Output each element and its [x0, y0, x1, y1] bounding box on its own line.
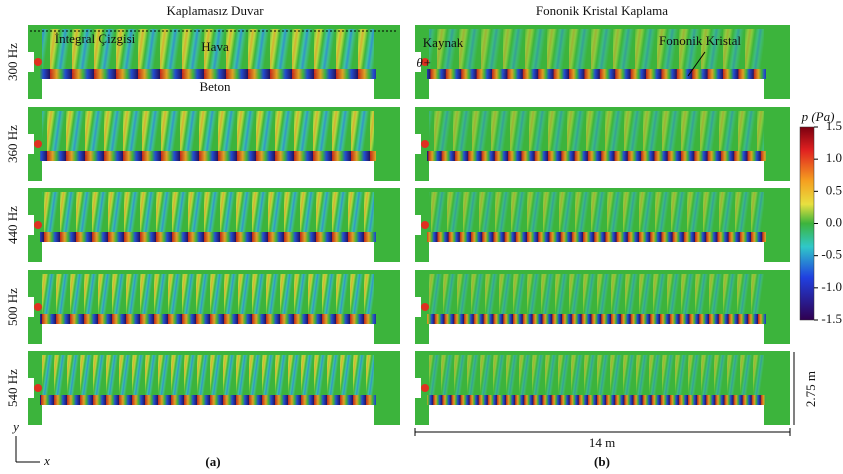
- pressure-field: [42, 274, 374, 318]
- annotation: İntegral Çizgisi: [55, 31, 136, 46]
- field-panels: [28, 25, 790, 425]
- annotation: θ+: [416, 55, 431, 70]
- annotation: Kaynak: [423, 35, 464, 50]
- colorbar-tick-label: -0.5: [821, 247, 842, 262]
- annotation: Fononik Kristal: [659, 33, 741, 48]
- panel-label: (a): [205, 454, 220, 469]
- wall-field: [427, 232, 766, 242]
- concrete-block: [42, 242, 374, 262]
- colorbar-tick-label: 0.0: [826, 214, 842, 229]
- row-label: 440 Hz: [5, 206, 20, 244]
- source-notch: [28, 297, 34, 317]
- source-notch: [28, 134, 34, 154]
- row-label: 540 Hz: [5, 369, 20, 407]
- wall-field: [40, 395, 376, 405]
- column-title: Fononik Kristal Kaplama: [536, 3, 668, 18]
- colorbar: [800, 127, 814, 320]
- dimension: 14 m: [589, 435, 615, 450]
- row-label: 300 Hz: [5, 43, 20, 81]
- source-notch: [415, 297, 421, 317]
- source-notch: [28, 378, 34, 398]
- axis-label: y: [11, 419, 19, 434]
- wall-field: [427, 395, 766, 405]
- wall-field: [40, 314, 376, 324]
- concrete-block: [429, 161, 764, 181]
- wall-field: [40, 232, 376, 242]
- pressure-field: [42, 111, 374, 155]
- dimension: 2.75 m: [803, 371, 818, 407]
- source: [34, 384, 42, 392]
- source: [34, 221, 42, 229]
- wall-field: [40, 69, 376, 79]
- source-notch: [415, 134, 421, 154]
- concrete-block: [429, 324, 764, 344]
- wall-field: [427, 151, 766, 161]
- colorbar-tick-label: 1.5: [826, 118, 842, 133]
- source: [421, 221, 429, 229]
- axis-label: x: [43, 453, 50, 468]
- pressure-field: [429, 111, 764, 155]
- annotation: Hava: [201, 39, 229, 54]
- source-notch: [28, 215, 34, 235]
- source: [421, 384, 429, 392]
- wall-field: [40, 151, 376, 161]
- source: [421, 303, 429, 311]
- source: [34, 140, 42, 148]
- source: [34, 303, 42, 311]
- pressure-field: [42, 355, 374, 399]
- concrete-block: [429, 405, 764, 425]
- wall-field: [427, 314, 766, 324]
- concrete-block: [42, 324, 374, 344]
- concrete-block: [42, 161, 374, 181]
- source-notch: [415, 378, 421, 398]
- row-label: 360 Hz: [5, 125, 20, 163]
- wall-field: [427, 69, 766, 79]
- colorbar-tick-label: 0.5: [826, 182, 842, 197]
- pressure-field: [429, 192, 764, 236]
- pressure-field: [429, 355, 764, 399]
- concrete-block: [42, 405, 374, 425]
- colorbar-tick-label: -1.5: [821, 311, 842, 326]
- pressure-field: [429, 274, 764, 318]
- concrete-block: [429, 242, 764, 262]
- colorbar-tick-label: 1.0: [826, 150, 842, 165]
- colorbar-tick-label: -1.0: [821, 279, 842, 294]
- source: [34, 58, 42, 66]
- panel-label: (b): [594, 454, 610, 469]
- figure: Kaplamasız Duvar Fononik Kristal Kaplama…: [0, 0, 843, 474]
- row-label: 500 Hz: [5, 288, 20, 326]
- source: [421, 140, 429, 148]
- source-notch: [415, 215, 421, 235]
- annotation: Beton: [199, 79, 231, 94]
- pressure-field: [42, 192, 374, 236]
- column-title: Kaplamasız Duvar: [166, 3, 264, 18]
- concrete-block: [429, 79, 764, 99]
- source-notch: [28, 52, 34, 72]
